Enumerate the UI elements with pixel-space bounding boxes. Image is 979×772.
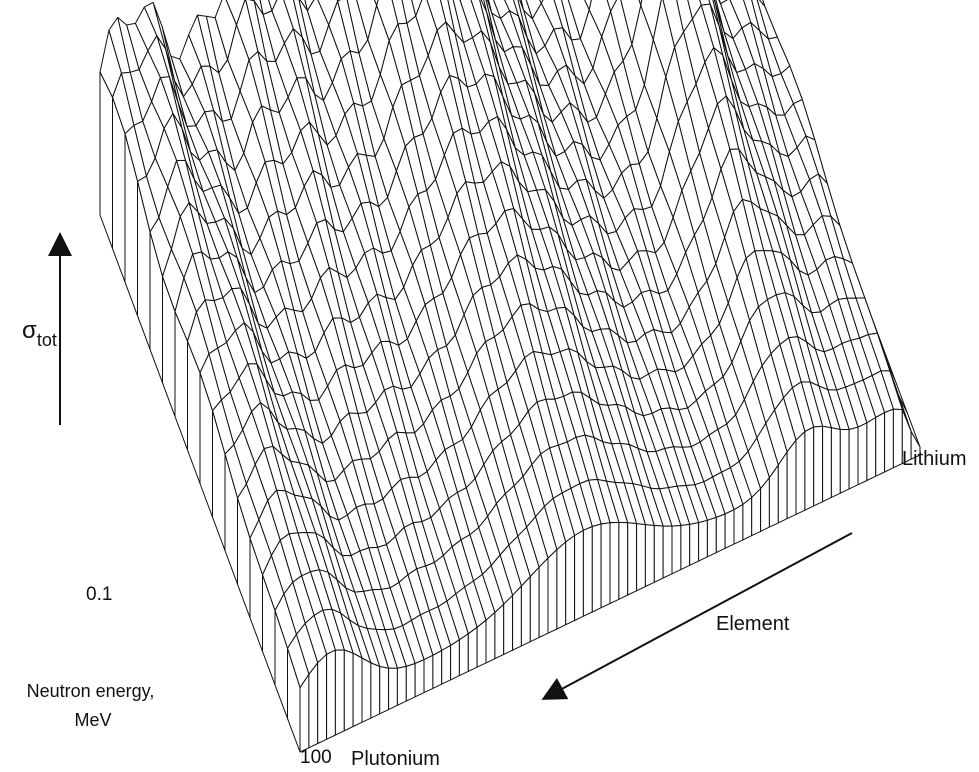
front-curtain-strip — [875, 412, 886, 477]
sigma-axis-label: σtot — [22, 317, 57, 350]
front-curtain-strip — [388, 667, 398, 711]
front-curtain-strip — [317, 653, 328, 744]
front-curtain-strip — [450, 639, 460, 681]
front-curtain-strip — [857, 422, 868, 486]
front-curtain-strip — [512, 585, 522, 651]
element-start-label: Lithium — [902, 448, 966, 470]
front-curtain-strip — [432, 650, 443, 689]
front-curtain-strip — [308, 662, 319, 749]
front-curtain-strip — [609, 521, 620, 604]
element-axis-label: Element — [716, 613, 790, 635]
surface-cell — [606, 0, 618, 12]
front-curtain-strip — [334, 649, 345, 736]
front-curtain-strip — [698, 519, 708, 562]
front-curtain-strip — [910, 431, 921, 460]
front-curtain-strip — [627, 522, 638, 596]
front-curtain-strip — [786, 439, 797, 520]
front-curtain-strip — [520, 576, 531, 647]
front-curtain-strip — [839, 429, 850, 494]
front-curtain-strip — [600, 522, 611, 609]
front-curtain-strip — [485, 612, 496, 664]
front-curtain-strip — [396, 665, 407, 706]
energy-tick-high: 100 — [300, 747, 332, 768]
front-curtain-strip — [813, 425, 824, 507]
front-curtain-strip — [547, 549, 558, 634]
front-curtain-strip — [795, 431, 806, 515]
surface-cell — [411, 0, 423, 17]
side-curtain-strip — [99, 71, 113, 250]
front-curtain-strip — [582, 526, 593, 617]
front-curtain-strip — [680, 523, 691, 571]
element-end-label: Plutonium — [351, 748, 440, 770]
front-curtain-strip — [405, 663, 416, 702]
front-curtain-strip — [494, 603, 505, 660]
front-curtain-strip — [414, 659, 425, 698]
front-curtain-strip — [503, 594, 514, 655]
front-curtain-strip — [671, 525, 682, 575]
element-axis-arrow — [541, 532, 853, 700]
front-curtain-strip — [884, 408, 894, 473]
front-curtain-strip — [644, 524, 655, 587]
front-curtain-strip — [866, 417, 877, 481]
front-curtain-strip — [326, 649, 336, 740]
energy-axis-label: Neutron energy, MeV — [27, 681, 160, 730]
front-curtain-strip — [848, 426, 859, 490]
front-curtain-strip — [830, 427, 841, 498]
front-curtain-strip — [441, 644, 452, 685]
front-curtain-strip — [565, 535, 576, 626]
side-curtain-strip — [287, 647, 301, 753]
front-curtain-strip — [379, 666, 390, 715]
front-curtain-strip — [556, 541, 567, 630]
front-curtain-strip — [724, 509, 735, 549]
front-curtain-strip — [458, 633, 469, 677]
front-curtain-strip — [618, 521, 629, 600]
front-curtain-strip — [804, 426, 815, 511]
front-curtain-strip — [476, 619, 487, 668]
front-curtain-strip — [529, 566, 540, 643]
front-curtain-strip — [892, 408, 903, 469]
front-curtain-strip — [574, 529, 584, 621]
front-curtain-strip — [591, 523, 602, 613]
front-curtain-strip — [733, 503, 744, 545]
front-curtain-strip — [689, 522, 700, 566]
front-curtain-strip — [538, 557, 549, 638]
front-curtain-strip — [370, 662, 381, 719]
front-curtain-strip — [653, 525, 664, 583]
front-curtain-strip — [715, 513, 726, 554]
front-curtain-strip — [636, 523, 646, 592]
front-curtain-strip — [423, 654, 434, 694]
surface-plot — [99, 0, 921, 753]
front-curtain-strip — [706, 516, 717, 558]
front-curtain-strip — [777, 451, 788, 524]
energy-tick-low: 0.1 — [86, 584, 112, 605]
front-curtain-strip — [352, 652, 363, 727]
front-curtain-strip — [822, 425, 832, 503]
front-curtain-strip — [751, 488, 762, 537]
front-curtain-strip — [343, 649, 354, 732]
front-curtain-strip — [742, 497, 753, 541]
surface-cell — [268, 0, 278, 12]
front-curtain-strip — [361, 657, 372, 723]
front-curtain-strip — [299, 673, 310, 753]
front-curtain-strip — [467, 626, 478, 672]
front-curtain-strip — [662, 525, 673, 579]
